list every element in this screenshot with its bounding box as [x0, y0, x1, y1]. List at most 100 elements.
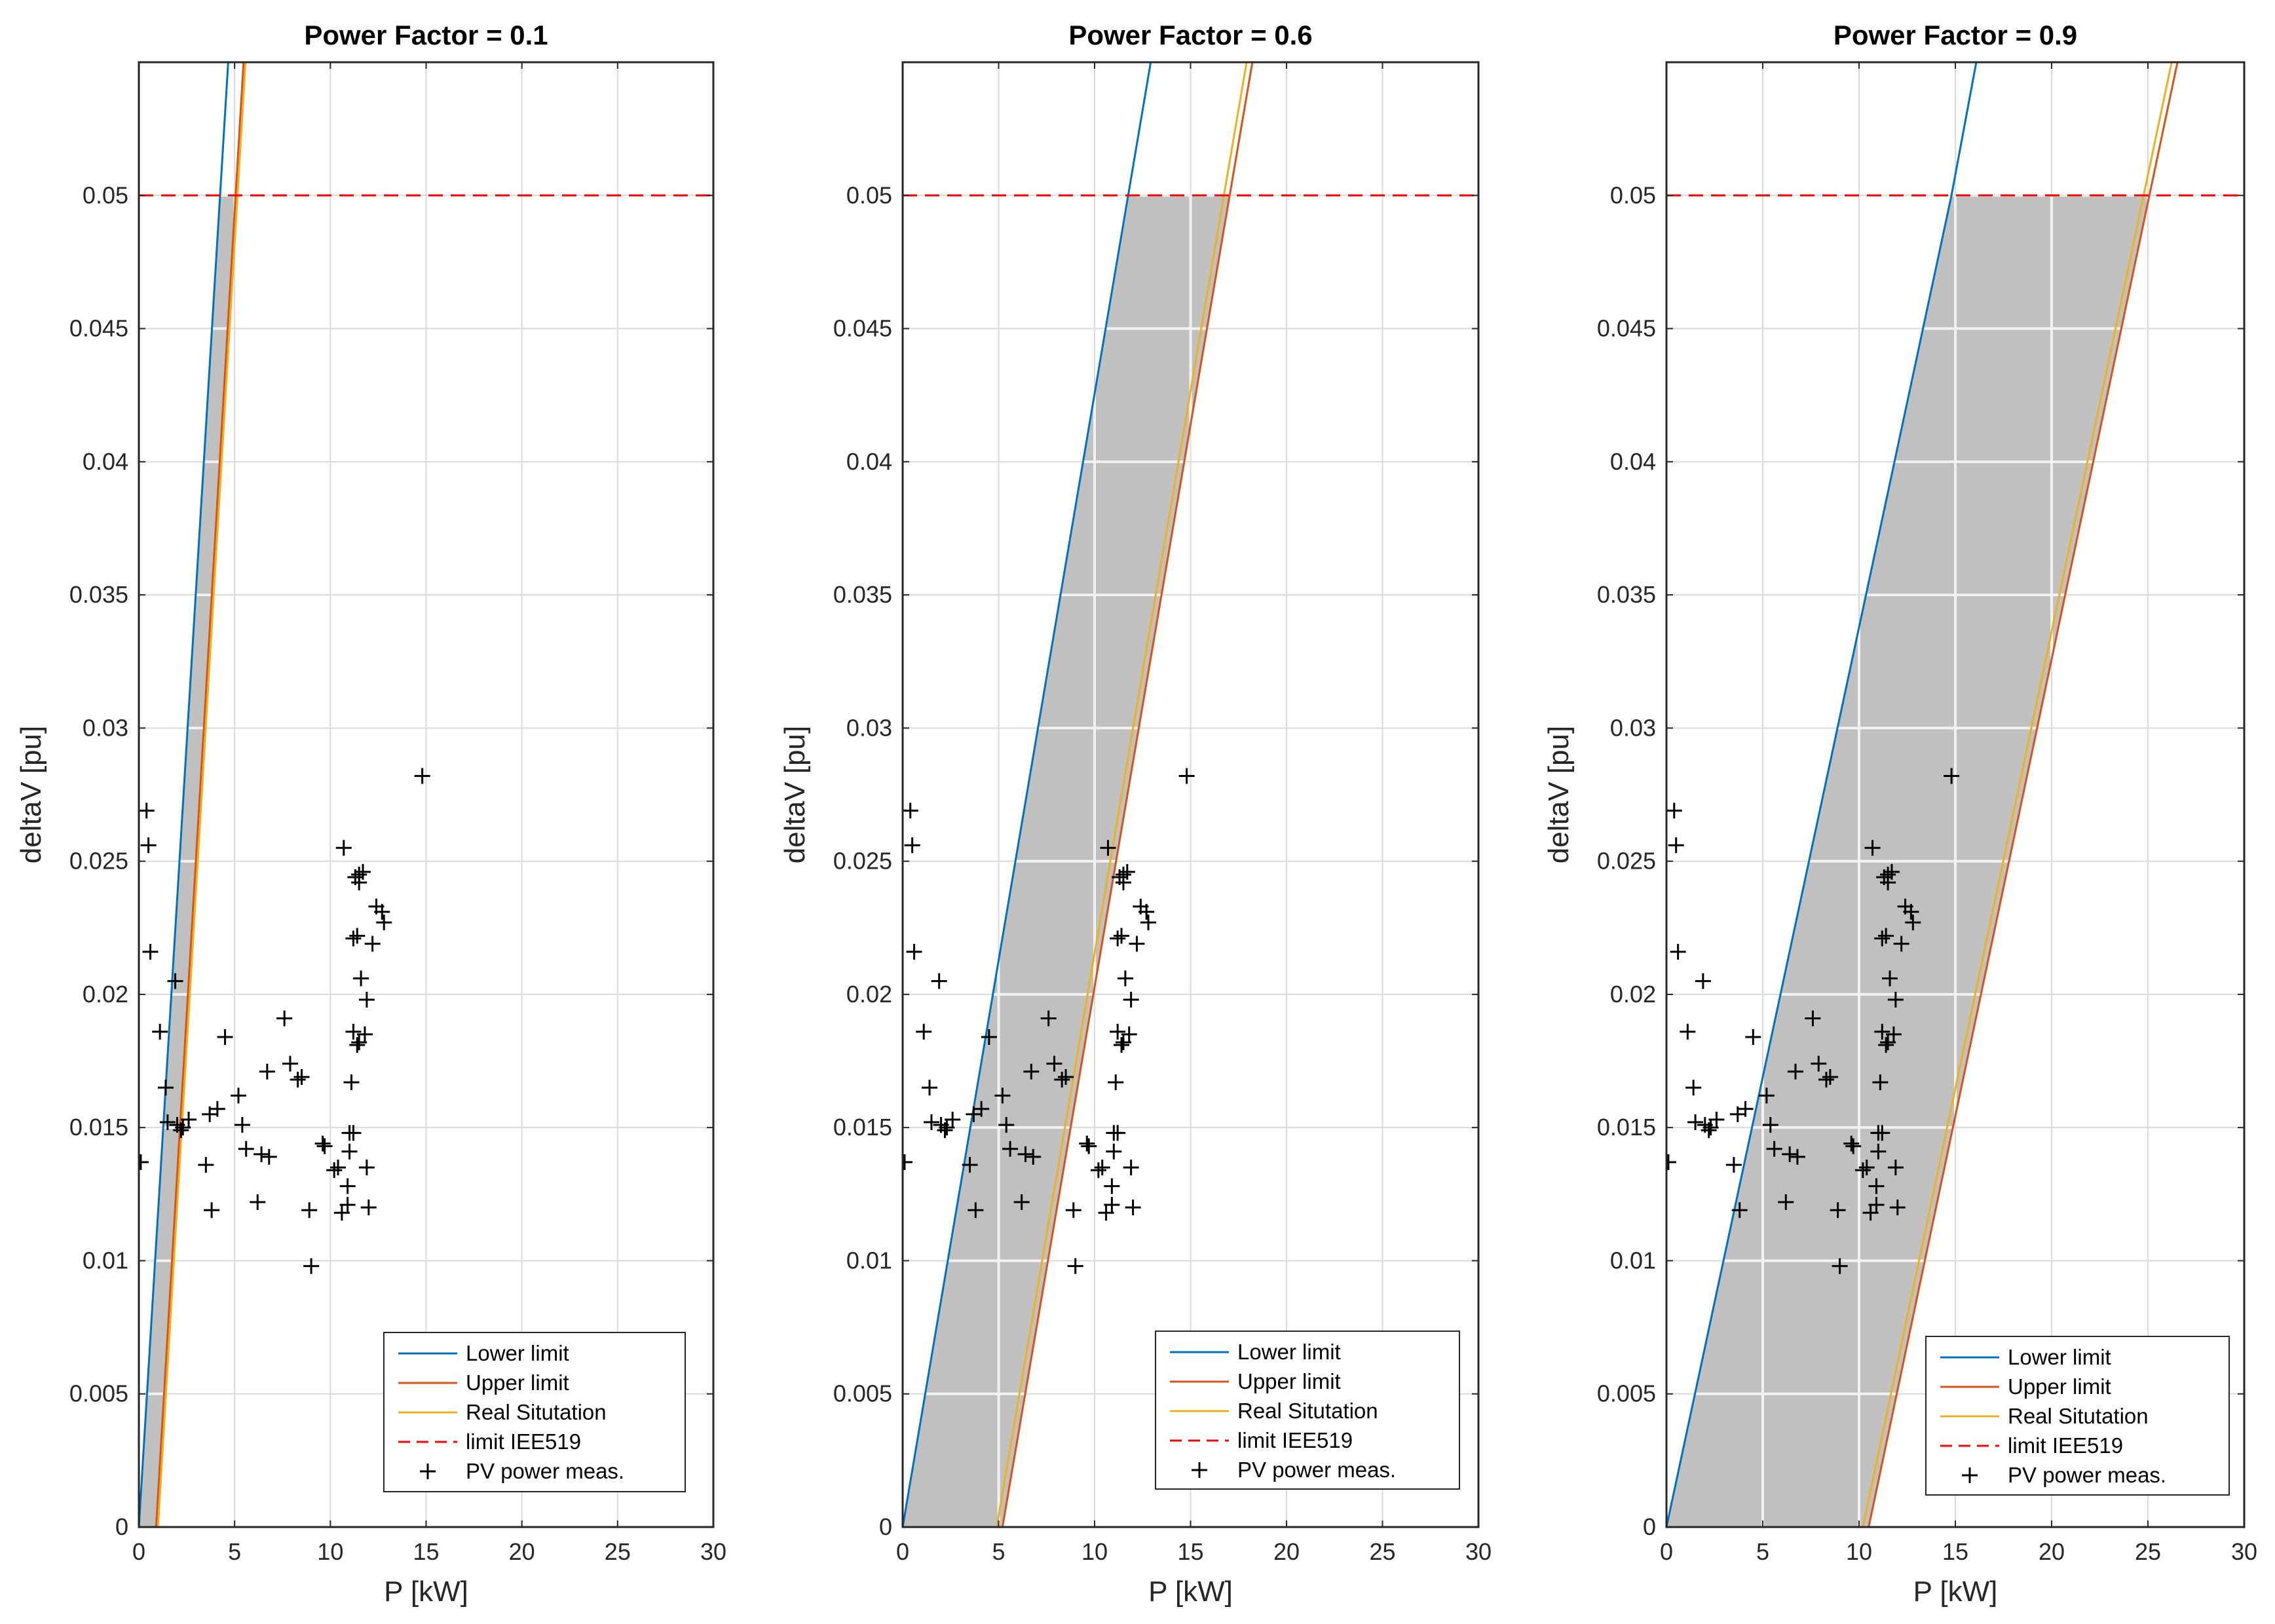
pv-measurement-marker — [209, 1101, 225, 1117]
pv-measurement-marker — [157, 1080, 174, 1096]
pv-measurement-marker — [937, 1122, 953, 1139]
pv-measurement-marker — [1123, 1160, 1139, 1176]
y-tick-label: 0.04 — [1610, 448, 1656, 475]
panel-3: 0 5 10 15 20 25 30 0 0.005 0.01 0.015 0.02 0.025 0.03… — [1543, 20, 2257, 1608]
pv-measurement-marker — [1701, 1122, 1717, 1139]
pv-measurement-marker — [167, 973, 183, 989]
x-tick-label: 20 — [1273, 1538, 1300, 1565]
pv-measurement-marker — [1878, 928, 1894, 944]
series-line-upper-limit — [1001, 62, 1254, 1527]
pv-measurement-marker — [330, 1160, 347, 1176]
pv-measurement-marker — [1864, 840, 1881, 856]
pv-measurement-marker — [259, 1063, 275, 1080]
pv-measurement-marker — [335, 840, 352, 856]
pv-measurement-marker — [1046, 1055, 1062, 1072]
pv-measurement-marker — [1778, 1194, 1794, 1211]
series-line-lower-limit — [1666, 62, 1978, 1527]
pv-measurement-marker — [198, 1157, 214, 1173]
pv-measurements — [139, 768, 430, 1274]
x-tick-label: 15 — [413, 1538, 439, 1565]
pv-measurement-marker — [1017, 1146, 1034, 1162]
pv-measurement-marker — [353, 970, 369, 987]
pv-measurement-marker — [1067, 1258, 1083, 1274]
y-tick-label: 0.01 — [1610, 1247, 1656, 1274]
pv-measurement-marker — [1110, 930, 1126, 947]
pv-measurement-marker — [903, 803, 918, 819]
pv-measurement-marker — [1100, 840, 1116, 856]
pv-measurement-marker — [1731, 1202, 1748, 1218]
x-tick-label: 0 — [896, 1538, 909, 1565]
legend-marker-plus — [1192, 1462, 1207, 1478]
pv-measurement-marker — [1054, 1072, 1070, 1087]
y-tick-label: 0 — [115, 1513, 128, 1540]
pv-measurement-marker — [1843, 1135, 1860, 1152]
pv-measurement-marker — [1123, 992, 1139, 1008]
pv-measurement-marker — [1013, 1194, 1030, 1211]
pv-measurement-marker — [1695, 973, 1711, 989]
x-tick-label: 5 — [228, 1538, 241, 1565]
legend-entry-label: limit IEE519 — [2008, 1433, 2123, 1458]
y-tick-label: 0.005 — [1597, 1380, 1656, 1407]
y-tick-label: 0.01 — [83, 1247, 128, 1274]
pv-measurement-marker — [1104, 1178, 1120, 1194]
pv-measurement-marker — [1119, 863, 1135, 880]
pv-measurement-marker — [906, 943, 922, 960]
pv-measurements — [903, 768, 1195, 1274]
legend-entry-label: Upper limit — [466, 1370, 569, 1395]
panel-1: 0 5 10 15 20 25 30 0 0.005 0.01 0.015 0.02 0.025 0.03… — [15, 20, 726, 1608]
pv-measurement-marker — [998, 1117, 1015, 1133]
legend-entry-label: limit IEE519 — [1237, 1428, 1353, 1452]
y-tick-label: 0.01 — [846, 1247, 892, 1274]
y-tick-label: 0.025 — [1597, 848, 1656, 875]
pv-measurement-marker — [922, 1080, 938, 1096]
pv-measurement-marker — [1887, 1160, 1904, 1176]
y-tick-label: 0.035 — [69, 581, 128, 608]
pv-measurement-marker — [1872, 1074, 1889, 1091]
y-tick-label: 0.04 — [846, 448, 892, 475]
pv-measurement-marker — [1745, 1029, 1761, 1045]
pv-measurement-marker — [1854, 1162, 1871, 1179]
pv-measurement-marker — [1762, 1117, 1778, 1133]
pv-measurement-marker — [916, 1023, 932, 1040]
pv-measurement-marker — [968, 1202, 984, 1218]
y-tick-label: 0.045 — [833, 315, 892, 342]
series-line-real-situtation — [1862, 62, 2173, 1527]
y-tick-label: 0.03 — [1610, 714, 1656, 741]
pv-measurement-marker — [1868, 1197, 1885, 1213]
pv-measurement-marker — [1108, 1074, 1124, 1091]
x-tick-label: 10 — [1081, 1538, 1108, 1565]
y-tick-label: 0.02 — [83, 981, 128, 1008]
pv-measurement-marker — [1104, 1197, 1120, 1213]
x-tick-label: 10 — [1846, 1538, 1872, 1565]
x-tick-label: 0 — [1660, 1538, 1673, 1565]
x-tick-label: 25 — [2135, 1538, 2161, 1565]
pv-measurement-marker — [1789, 1148, 1805, 1165]
chart-title: Power Factor = 0.1 — [304, 20, 548, 50]
legend-entry-label: Real Situtation — [466, 1400, 607, 1424]
pv-measurements — [1666, 768, 1960, 1274]
x-tick-label: 15 — [1177, 1538, 1203, 1565]
pv-measurement-marker — [1818, 1072, 1835, 1087]
pv-measurement-marker — [1887, 992, 1904, 1008]
pv-measurement-marker — [1687, 1114, 1704, 1131]
pv-measurement-marker — [341, 1125, 358, 1141]
pv-measurement-marker — [276, 1010, 293, 1027]
pv-measurement-marker — [349, 1037, 366, 1053]
legend-marker-plus — [420, 1463, 436, 1479]
x-tick-label: 15 — [1942, 1538, 1968, 1565]
pv-measurement-marker — [159, 1114, 176, 1131]
y-tick-label: 0.005 — [833, 1380, 892, 1407]
pv-measurement-marker — [356, 1026, 373, 1042]
y-tick-label: 0.045 — [69, 315, 128, 342]
pv-measurement-marker — [1090, 1162, 1106, 1179]
series-line-lower-limit — [139, 62, 229, 1527]
pv-measurement-marker — [939, 1120, 955, 1136]
pv-measurement-marker — [173, 1122, 189, 1139]
plot-content — [139, 62, 713, 1527]
pv-measurement-marker — [142, 943, 159, 960]
pv-measurement-marker — [1121, 1026, 1137, 1042]
pv-measurement-marker — [1094, 1160, 1110, 1176]
pv-measurement-marker — [261, 1148, 277, 1165]
pv-measurement-marker — [1811, 1055, 1827, 1072]
pv-measurement-marker — [181, 1111, 197, 1127]
